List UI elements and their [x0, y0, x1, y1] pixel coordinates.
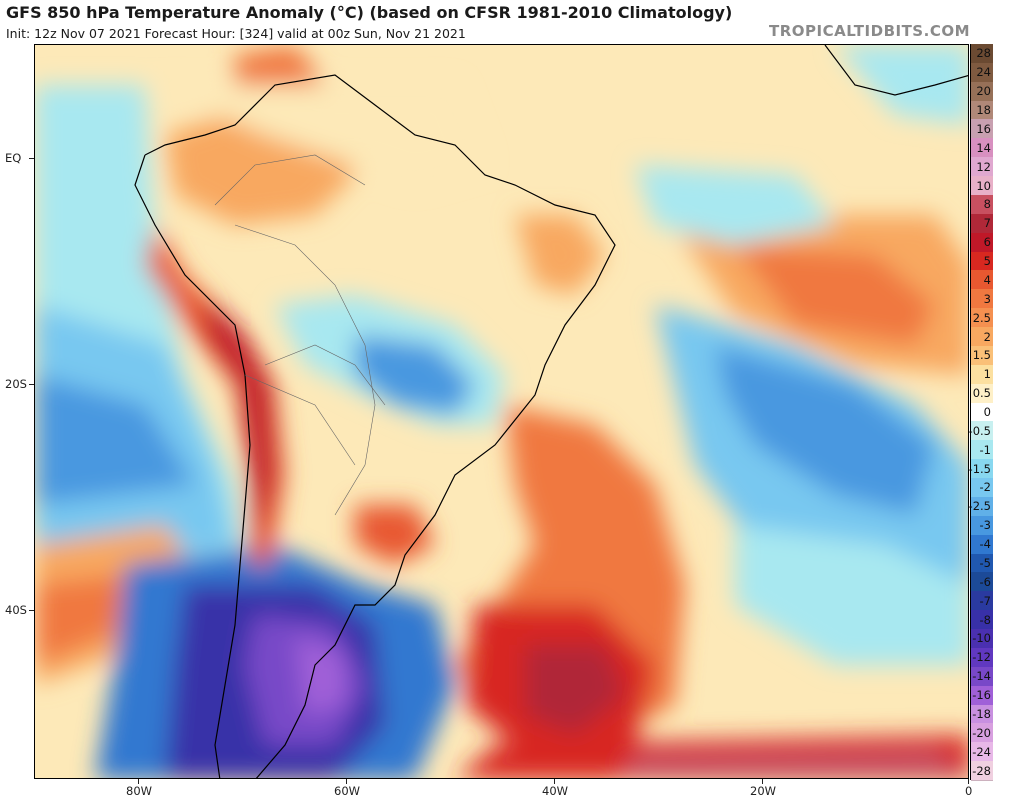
colorbar-label: 28: [976, 46, 991, 61]
colorbar-label: 18: [976, 103, 991, 118]
colorbar-label: -1.5: [968, 461, 991, 476]
colorbar-label: 0.5: [972, 386, 991, 401]
lon-label-80w: 80W: [126, 784, 153, 798]
colorbar-label: 2: [983, 329, 991, 344]
colorbar-label: 3: [983, 291, 991, 306]
colorbar-label: 14: [976, 140, 991, 155]
lon-tick: [346, 779, 347, 784]
lat-label-20s: 20S: [5, 377, 27, 391]
colorbar-label: -24: [972, 744, 991, 759]
colorbar-label: -20: [972, 725, 991, 740]
anomaly-map: [34, 44, 969, 779]
colorbar-label: 1: [983, 367, 991, 382]
colorbar-label: 4: [983, 272, 991, 287]
borders: [214, 154, 386, 516]
map-title: GFS 850 hPa Temperature Anomaly (°C) (ba…: [6, 3, 733, 22]
colorbar-label: 8: [983, 197, 991, 212]
colorbar-label: -12: [972, 650, 991, 665]
colorbar-label: -4: [979, 537, 991, 552]
lat-tick: [29, 158, 34, 159]
lat-label-40s: 40S: [5, 603, 27, 617]
colorbar-label: 1.5: [972, 348, 991, 363]
lat-label-eq: EQ: [5, 151, 22, 165]
lat-tick: [29, 384, 34, 385]
colorbar-label: 10: [976, 178, 991, 193]
lon-tick: [968, 779, 969, 784]
colorbar-label: 5: [983, 254, 991, 269]
colorbar-label: -2: [979, 480, 991, 495]
colorbar-label: -7: [979, 593, 991, 608]
anomaly-field: [35, 45, 968, 778]
map-canvas: [35, 45, 968, 778]
colorbar-label: 7: [983, 216, 991, 231]
colorbar-label: 12: [976, 159, 991, 174]
colorbar-label: -18: [972, 706, 991, 721]
lon-tick: [554, 779, 555, 784]
brand-watermark: TROPICALTIDBITS.COM: [769, 22, 970, 40]
lon-label-40w: 40W: [542, 784, 569, 798]
colorbar-label: -10: [972, 631, 991, 646]
map-subtitle: Init: 12z Nov 07 2021 Forecast Hour: [32…: [6, 26, 466, 41]
colorbar-label: -1: [979, 442, 991, 457]
colorbar-label: -28: [972, 763, 991, 778]
colorbar-label: 16: [976, 121, 991, 136]
colorbar-label: -8: [979, 612, 991, 627]
lon-tick: [762, 779, 763, 784]
colorbar-label: -6: [979, 574, 991, 589]
colorbar-label: 6: [983, 235, 991, 250]
colorbar-label: -2.5: [968, 499, 991, 514]
colorbar-label: 24: [976, 65, 991, 80]
colorbar: 28 24 20 18 16 14 12 10 8 7 6 5 4 3 2.5 2 1.5 1 0.5 0 -0.5 -1…: [968, 44, 993, 781]
colorbar-label: 20: [976, 84, 991, 99]
colorbar-label: 0: [983, 405, 991, 419]
colorbar-label: -3: [979, 518, 991, 533]
lon-label-0: 0: [965, 784, 973, 798]
coastlines: [134, 45, 968, 778]
colorbar-label: -14: [972, 669, 991, 684]
colorbar-label: -0.5: [968, 423, 991, 438]
lon-label-20w: 20W: [750, 784, 777, 798]
lat-tick: [29, 610, 34, 611]
colorbar-swatch: [971, 761, 993, 781]
colorbar-label: -5: [979, 555, 991, 570]
colorbar-label: -16: [972, 688, 991, 703]
lon-label-60w: 60W: [334, 784, 361, 798]
lon-tick: [138, 779, 139, 784]
colorbar-label: 2.5: [972, 310, 991, 325]
